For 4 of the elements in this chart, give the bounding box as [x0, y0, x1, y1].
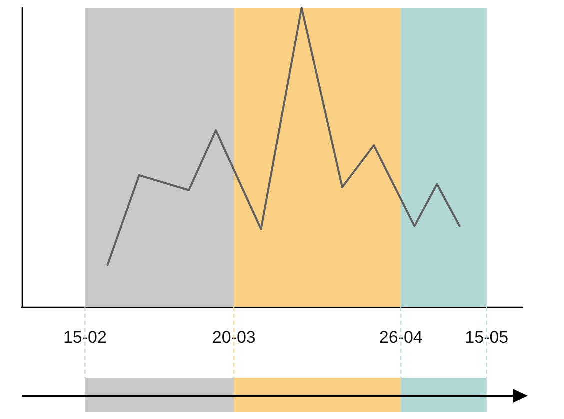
x-tick-label: 20-03: [212, 328, 256, 347]
x-tick-label: 15-02: [63, 328, 107, 347]
x-tick-label: 15-05: [465, 328, 509, 347]
x-tick-label: 26-04: [379, 328, 423, 347]
